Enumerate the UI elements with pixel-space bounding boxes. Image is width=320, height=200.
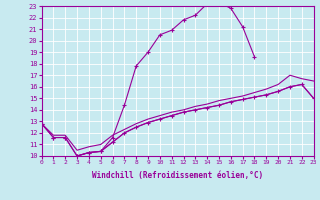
X-axis label: Windchill (Refroidissement éolien,°C): Windchill (Refroidissement éolien,°C) bbox=[92, 171, 263, 180]
